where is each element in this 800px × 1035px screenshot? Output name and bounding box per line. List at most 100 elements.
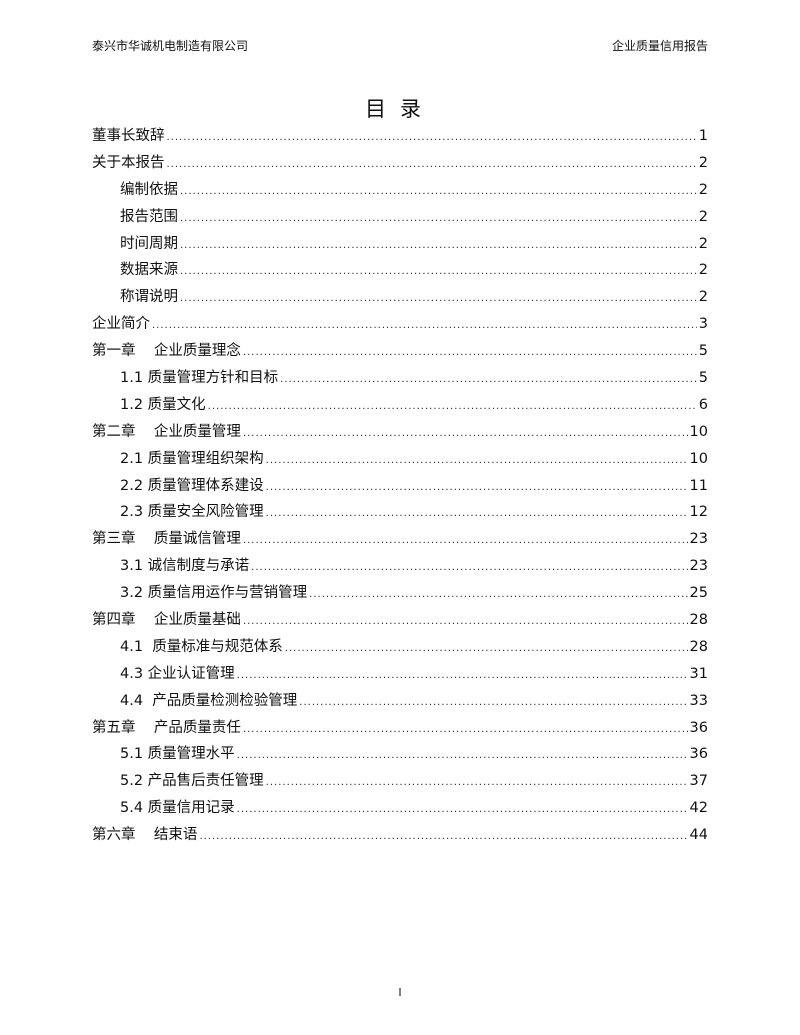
toc-entry[interactable]: 报告范围 2	[92, 205, 708, 232]
toc-entry-label: 第六章 结束语	[92, 827, 198, 844]
toc-entry-label: 1.2 质量文化	[120, 396, 206, 413]
toc-entry-label: 称谓说明	[120, 289, 178, 306]
toc-leader-dots	[266, 455, 688, 466]
toc-entry-label: 报告范围	[120, 208, 178, 225]
toc-entry-label: 董事长致辞	[92, 128, 165, 144]
header-report-title: 企业质量信用报告	[611, 39, 708, 53]
toc-entry[interactable]: 2.1 质量管理组织架构 10	[92, 447, 708, 474]
toc-entry[interactable]: 4.3 企业认证管理 31	[92, 662, 708, 689]
toc-entry-page: 5	[698, 343, 708, 360]
toc-leader-dots	[167, 132, 697, 143]
toc-leader-dots	[266, 777, 688, 788]
toc-entry[interactable]: 第一章 企业质量理念 5	[92, 339, 708, 366]
toc-leader-dots	[243, 616, 688, 627]
toc-entry-page: 28	[689, 638, 708, 655]
toc-entry[interactable]: 称谓说明 2	[92, 285, 708, 312]
toc-entry-page: 2	[698, 289, 708, 306]
toc-leader-dots	[266, 482, 688, 493]
toc-leader-dots	[285, 643, 688, 654]
toc-entry-label: 5.1 质量管理水平	[120, 746, 235, 763]
toc-entry-page: 37	[689, 773, 708, 790]
toc-entry[interactable]: 5.4 质量信用记录 42	[92, 796, 708, 823]
toc-entry-label: 3.1 诚信制度与承诺	[120, 558, 250, 575]
toc-leader-dots	[167, 159, 697, 170]
toc-leader-dots	[243, 535, 688, 546]
toc-entry-label: 2.2 质量管理体系建设	[120, 477, 264, 494]
toc-leader-dots	[199, 831, 687, 842]
toc-entry-page: 23	[689, 558, 708, 575]
toc-entry[interactable]: 2.2 质量管理体系建设 11	[92, 474, 708, 501]
toc-leader-dots	[309, 589, 687, 600]
toc-entry-label: 关于本报告	[92, 154, 165, 171]
toc-entry-label: 第四章 企业质量基础	[92, 612, 241, 629]
toc-entry-page: 44	[689, 827, 708, 844]
toc-entry[interactable]: 关于本报告 2	[92, 151, 708, 178]
toc-entry[interactable]: 5.1 质量管理水平 36	[92, 742, 708, 769]
toc-entry-label: 第一章 企业质量理念	[92, 343, 241, 360]
toc-leader-dots	[152, 320, 697, 331]
toc-entry[interactable]: 第二章 企业质量管理 10	[92, 420, 708, 447]
toc-leader-dots	[280, 374, 697, 385]
toc-entry-label: 3.2 质量信用运作与营销管理	[120, 585, 308, 602]
toc-entry-page: 2	[698, 181, 708, 198]
toc-entry-page: 1	[698, 128, 708, 144]
toc-entry[interactable]: 1.1 质量管理方针和目标 5	[92, 366, 708, 393]
toc-entry-label: 5.2 产品售后责任管理	[120, 773, 264, 790]
toc-entry[interactable]: 4.4 产品质量检测检验管理 33	[92, 689, 708, 716]
toc-entry-label: 编制依据	[120, 181, 178, 198]
toc-entry-label: 数据来源	[120, 262, 178, 279]
toc-entry-page: 2	[698, 154, 708, 171]
toc-entry-label: 1.1 质量管理方针和目标	[120, 370, 279, 387]
toc-leader-dots	[208, 401, 697, 412]
toc-entry-label: 第二章 企业质量管理	[92, 423, 241, 440]
toc-entry-page: 10	[689, 423, 708, 440]
table-of-contents: 董事长致辞 1 关于本报告 2 编制依据 2 报告范围 2 时间周期 2 数据来源 2 称谓说明 2 企业简…	[92, 124, 708, 850]
toc-leader-dots	[266, 508, 688, 519]
toc-entry-page: 33	[689, 692, 708, 709]
toc-entry[interactable]: 2.3 质量安全风险管理 12	[92, 500, 708, 527]
toc-entry-page: 36	[689, 719, 708, 736]
toc-leader-dots	[180, 213, 697, 224]
toc-entry[interactable]: 第四章 企业质量基础 28	[92, 608, 708, 635]
toc-entry[interactable]: 3.2 质量信用运作与营销管理 25	[92, 581, 708, 608]
toc-leader-dots	[243, 347, 697, 358]
toc-entry-page: 31	[689, 665, 708, 682]
toc-entry-page: 36	[689, 746, 708, 763]
toc-leader-dots	[180, 240, 697, 251]
toc-entry[interactable]: 4.1 质量标准与规范体系 28	[92, 635, 708, 662]
page-title: 目录	[365, 97, 435, 121]
toc-entry-label: 5.4 质量信用记录	[120, 800, 235, 817]
toc-entry-page: 6	[698, 396, 708, 413]
toc-leader-dots	[299, 697, 687, 708]
toc-entry[interactable]: 第五章 产品质量责任 36	[92, 716, 708, 743]
toc-entry[interactable]: 第三章 质量诚信管理 23	[92, 527, 708, 554]
toc-entry-page: 2	[698, 235, 708, 252]
toc-entry-label: 4.1 质量标准与规范体系	[120, 638, 283, 655]
toc-entry-label: 4.3 企业认证管理	[120, 665, 235, 682]
toc-entry[interactable]: 企业简介 3	[92, 312, 708, 339]
toc-entry-page: 10	[689, 450, 708, 467]
toc-entry[interactable]: 5.2 产品售后责任管理 37	[92, 769, 708, 796]
toc-entry-label: 第三章 质量诚信管理	[92, 531, 241, 548]
toc-entry[interactable]: 第六章 结束语 44	[92, 823, 708, 850]
toc-entry[interactable]: 1.2 质量文化 6	[92, 393, 708, 420]
toc-entry-page: 25	[689, 585, 708, 602]
toc-entry-label: 2.1 质量管理组织架构	[120, 450, 264, 467]
header-company: 泰兴市华诚机电制造有限公司	[92, 39, 249, 53]
toc-leader-dots	[243, 428, 688, 439]
toc-entry[interactable]: 数据来源 2	[92, 258, 708, 285]
toc-entry[interactable]: 3.1 诚信制度与承诺 23	[92, 554, 708, 581]
toc-entry[interactable]: 时间周期 2	[92, 232, 708, 259]
toc-entry-label: 企业简介	[92, 316, 150, 333]
toc-leader-dots	[237, 670, 688, 681]
toc-leader-dots	[180, 266, 697, 277]
toc-entry-page: 12	[689, 504, 708, 521]
toc-entry-page: 2	[698, 208, 708, 225]
toc-entry-page: 11	[689, 477, 708, 494]
toc-leader-dots	[243, 724, 688, 735]
toc-leader-dots	[180, 293, 697, 304]
toc-entry[interactable]: 董事长致辞 1	[92, 124, 708, 151]
toc-entry-page: 2	[698, 262, 708, 279]
toc-entry[interactable]: 编制依据 2	[92, 178, 708, 205]
toc-leader-dots	[237, 804, 688, 815]
